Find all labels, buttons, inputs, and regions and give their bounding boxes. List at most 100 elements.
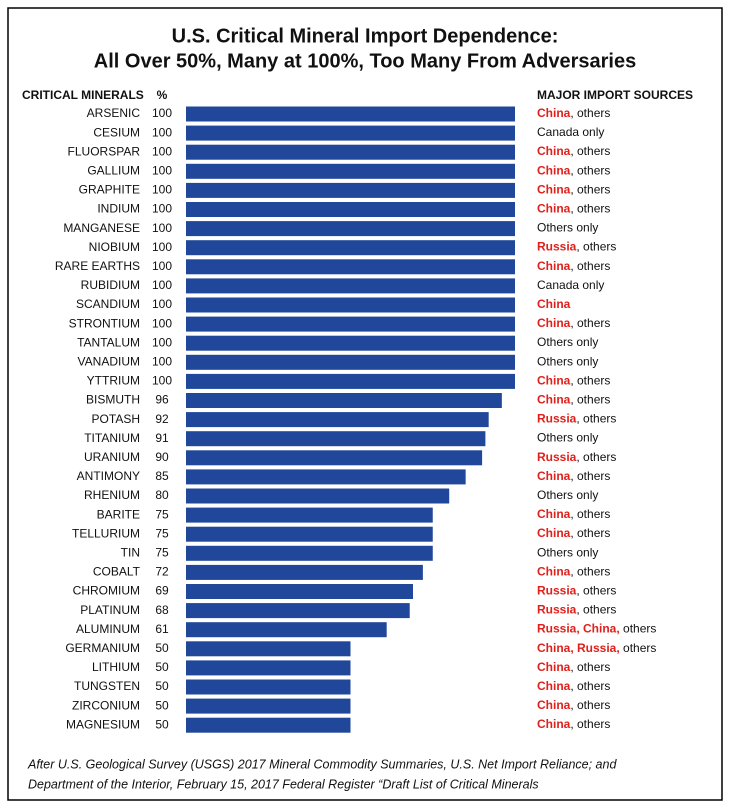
source-text: others: [620, 622, 657, 636]
import-sources: China, others: [537, 202, 610, 216]
source-text: Others only: [537, 354, 598, 368]
bar: [186, 679, 351, 695]
footnote: Department of the Interior, February 15,…: [28, 777, 539, 791]
value-label: 90: [155, 450, 169, 464]
category-label: CHROMIUM: [73, 584, 140, 598]
source-text: Others only: [537, 431, 598, 445]
value-label: 100: [152, 106, 172, 120]
category-label: GALLIUM: [87, 163, 140, 177]
category-label: BISMUTH: [86, 393, 140, 407]
adversary-source: China: [537, 565, 571, 579]
import-sources: China, others: [537, 526, 610, 540]
bar: [186, 603, 410, 619]
value-label: 100: [152, 297, 172, 311]
adversary-source: China: [537, 660, 571, 674]
bar: [186, 316, 515, 332]
category-label: MAGNESIUM: [66, 717, 140, 731]
value-label: 75: [155, 545, 169, 559]
category-label: TELLURIUM: [72, 526, 140, 540]
category-label: SCANDIUM: [76, 297, 140, 311]
import-sources: China, others: [537, 144, 610, 158]
source-text: , others: [576, 584, 616, 598]
adversary-source: China: [537, 526, 571, 540]
value-label: 50: [155, 660, 169, 674]
value-label: 100: [152, 278, 172, 292]
source-text: , others: [570, 393, 610, 407]
source-text: , others: [570, 163, 610, 177]
category-label: RARE EARTHS: [55, 259, 140, 273]
value-label: 100: [152, 259, 172, 273]
bar: [186, 106, 515, 122]
adversary-source: Russia: [537, 412, 577, 426]
bar: [186, 469, 466, 485]
value-label: 100: [152, 354, 172, 368]
import-sources: China, others: [537, 717, 610, 731]
source-text: , others: [576, 450, 616, 464]
bar: [186, 221, 515, 237]
bar: [186, 259, 515, 275]
value-label: 91: [155, 431, 169, 445]
adversary-source: China: [537, 679, 571, 693]
bar: [186, 354, 515, 370]
category-label: ANTIMONY: [77, 469, 140, 483]
bar: [186, 412, 489, 428]
category-label: FLUORSPAR: [68, 144, 141, 158]
import-sources: China, others: [537, 679, 610, 693]
category-label: URANIUM: [84, 450, 140, 464]
value-label: 100: [152, 240, 172, 254]
import-sources: China, others: [537, 183, 610, 197]
source-text: , others: [570, 374, 610, 388]
bar: [186, 297, 515, 313]
import-sources: China, others: [537, 163, 610, 177]
bar: [186, 125, 515, 141]
category-label: TIN: [121, 545, 140, 559]
bar: [186, 488, 450, 504]
import-sources: China, others: [537, 316, 610, 330]
import-sources: Others only: [537, 335, 598, 349]
source-text: Others only: [537, 335, 598, 349]
category-label: VANADIUM: [78, 354, 140, 368]
adversary-source: China: [537, 316, 571, 330]
import-sources: Russia, others: [537, 240, 616, 254]
import-sources: Russia, others: [537, 450, 616, 464]
source-text: others: [620, 641, 657, 655]
adversary-source: Russia: [537, 584, 577, 598]
value-label: 100: [152, 221, 172, 235]
value-label: 100: [152, 335, 172, 349]
import-sources: China, others: [537, 565, 610, 579]
adversary-source: China: [537, 374, 571, 388]
import-sources: China, others: [537, 698, 610, 712]
value-label: 100: [152, 316, 172, 330]
bar: [186, 163, 515, 179]
category-label: BARITE: [97, 507, 140, 521]
adversary-source: China: [537, 163, 571, 177]
import-sources: China, others: [537, 106, 610, 120]
adversary-source: China: [537, 698, 571, 712]
category-label: ZIRCONIUM: [72, 698, 140, 712]
import-sources: China, others: [537, 374, 610, 388]
category-label: POTASH: [92, 412, 140, 426]
adversary-source: China, Russia,: [537, 641, 620, 655]
source-text: Others only: [537, 488, 598, 502]
bar: [186, 660, 351, 676]
import-sources: Others only: [537, 545, 598, 559]
category-label: STRONTIUM: [69, 316, 140, 330]
bar: [186, 182, 515, 198]
import-sources: Canada only: [537, 125, 604, 139]
adversary-source: Russia: [537, 450, 577, 464]
adversary-source: Russia, China,: [537, 622, 620, 636]
category-label: NIOBIUM: [89, 240, 140, 254]
source-text: , others: [576, 412, 616, 426]
import-sources: Russia, others: [537, 584, 616, 598]
bar: [186, 431, 486, 447]
value-label: 100: [152, 144, 172, 158]
source-text: , others: [576, 603, 616, 617]
value-label: 72: [155, 565, 169, 579]
category-label: LITHIUM: [92, 660, 140, 674]
source-text: , others: [570, 698, 610, 712]
source-text: , others: [570, 202, 610, 216]
import-sources: China, others: [537, 259, 610, 273]
source-text: , others: [570, 679, 610, 693]
category-label: INDIUM: [97, 202, 140, 216]
source-text: , others: [570, 507, 610, 521]
